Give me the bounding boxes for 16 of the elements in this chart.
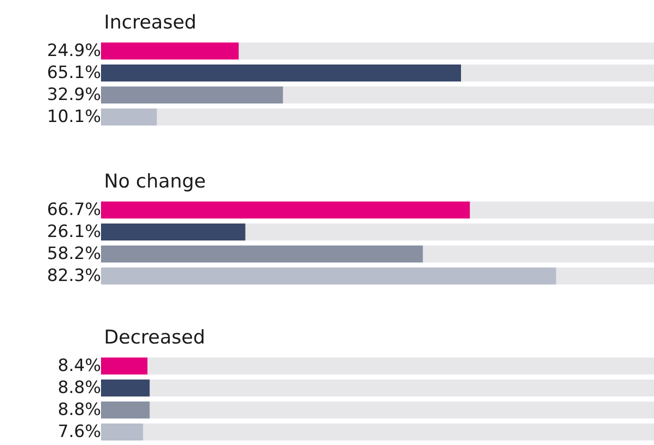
data-label: 58.2% (46, 244, 101, 264)
chart-title: Decreased (104, 326, 206, 348)
bar (101, 108, 157, 126)
data-label: 26.1% (46, 222, 101, 242)
data-label: 24.9% (46, 41, 101, 61)
data-label: 82.3% (46, 266, 101, 286)
data-label: 8.8% (58, 378, 101, 398)
data-label: 32.9% (46, 85, 101, 105)
data-label: 66.7% (46, 200, 101, 220)
chart-title: Increased (104, 12, 196, 34)
data-label: 8.4% (58, 356, 101, 376)
data-label: 10.1% (46, 107, 101, 127)
data-label: 8.8% (58, 400, 101, 420)
data-label: 7.6% (58, 422, 101, 442)
chart-title: No change (104, 170, 206, 192)
data-label: 65.1% (46, 63, 101, 83)
